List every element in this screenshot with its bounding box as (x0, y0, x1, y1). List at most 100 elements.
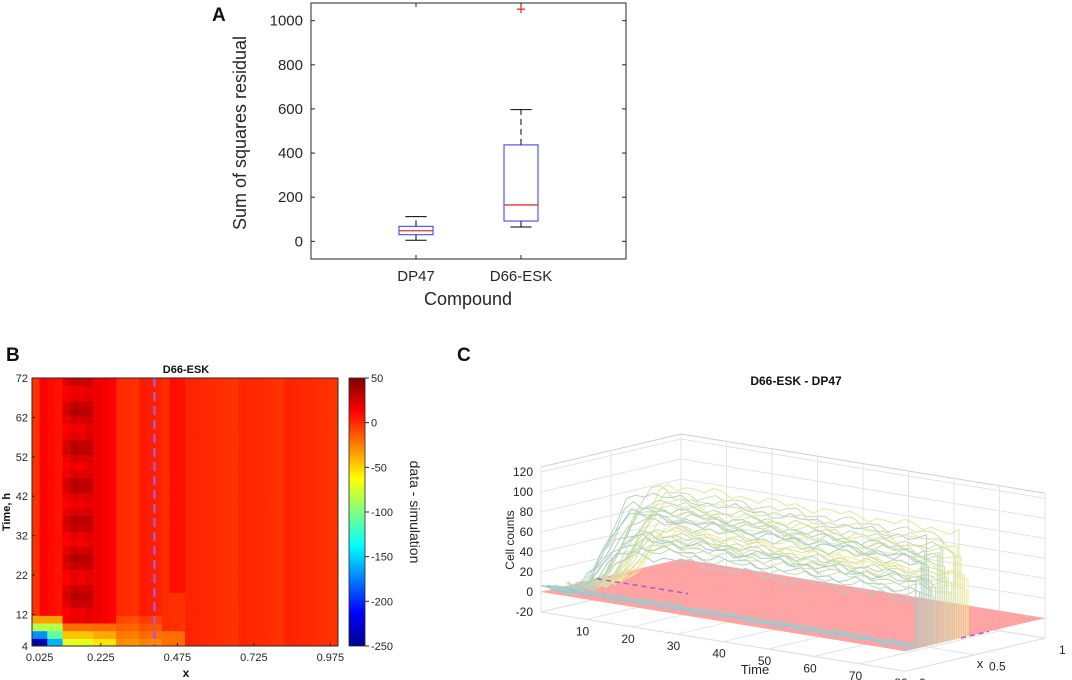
heatmap-cell (307, 569, 316, 578)
heatmap-cell (116, 469, 125, 479)
heatmap-cell (139, 469, 148, 479)
heatmap-cell (177, 546, 186, 555)
heatmap-cell (108, 400, 117, 410)
heatmap-cell (169, 584, 178, 593)
heatmap-cell (299, 515, 308, 524)
heatmap-cell (307, 577, 316, 586)
heatmap-cell (116, 584, 125, 593)
heatmap-cell (169, 569, 178, 578)
heatmap-cell (162, 462, 171, 471)
heatmap-cell (261, 538, 270, 547)
heatmap-cell (230, 492, 240, 502)
heatmap-cell (223, 454, 232, 463)
heatmap-cell (146, 378, 155, 387)
heatmap-cell (269, 561, 278, 570)
heatmap-cell (276, 462, 285, 471)
heatmap-cell (154, 378, 163, 387)
heatmap-cell (116, 638, 125, 646)
heatmap-cell (139, 492, 148, 502)
heatmap-cell (192, 393, 201, 402)
heatmap-cell (307, 400, 316, 410)
heatmap-cell (261, 454, 270, 463)
surface-z-tick-label: 60 (520, 525, 534, 539)
heatmap-cell (253, 592, 262, 601)
heatmap-cell (146, 385, 155, 394)
heatmap-cell (246, 431, 255, 440)
heatmap-cell (238, 469, 247, 479)
heatmap-cell (223, 630, 232, 639)
heatmap-cell (85, 515, 94, 524)
heatmap-cell (200, 462, 209, 471)
heatmap-cell (162, 577, 171, 586)
heatmap-cell (39, 462, 48, 471)
heatmap-cell (330, 592, 338, 601)
heatmap-cell (246, 423, 255, 433)
heatmap-cell (192, 400, 201, 410)
heatmap-cell (261, 630, 270, 639)
heatmap-cell (223, 546, 232, 555)
heatmap-cell (315, 561, 324, 570)
heatmap-cell (131, 400, 140, 410)
heatmap-cell (93, 385, 102, 394)
panel-label-c: C (457, 345, 471, 366)
heatmap-cell (315, 446, 324, 456)
heatmap-cell (185, 538, 194, 547)
heatmap-cell (322, 508, 331, 517)
heatmap-cell (70, 592, 79, 601)
heatmap-cell (192, 638, 201, 646)
heatmap-cell (261, 400, 270, 410)
heatmap-cell (47, 531, 56, 540)
heatmap-cell (253, 431, 262, 440)
heatmap-cell (246, 546, 255, 555)
heatmap-cell (276, 569, 285, 578)
heatmap-cell (330, 508, 338, 517)
heatmap-cell (177, 462, 186, 471)
heatmap-cell (299, 393, 308, 402)
heatmap-cell (100, 607, 109, 616)
heatmap-cell (292, 500, 301, 509)
heatmap-cell (39, 515, 48, 524)
heatmap-cell (93, 400, 102, 410)
heatmap-cell (284, 400, 293, 410)
heatmap-cell (177, 439, 186, 448)
heatmap-cell (100, 462, 109, 471)
surface-time-label: Time (741, 662, 769, 677)
heatmap-cell (62, 554, 71, 563)
heatmap-cell (100, 477, 109, 486)
heatmap-cell (131, 508, 140, 517)
surface-series-line (580, 511, 945, 586)
heatmap-cell (93, 515, 102, 524)
heatmap-cell (154, 508, 163, 517)
heatmap-cell (207, 607, 217, 616)
heatmap-cell (223, 623, 232, 632)
heatmap-cell (215, 477, 224, 486)
heatmap-cell (185, 638, 194, 646)
panel-label-a: A (212, 5, 226, 26)
heatmap-cells (32, 378, 338, 646)
heatmap-cell (200, 446, 209, 456)
heatmap-cell (85, 393, 94, 402)
heatmap-cell (261, 623, 270, 632)
heatmap-cell (100, 615, 109, 624)
heatmap-cell (261, 439, 270, 448)
heatmap-cell (70, 538, 79, 547)
heatmap-cell (330, 439, 338, 448)
heatmap-cell (299, 416, 308, 425)
heatmap-cell (253, 630, 262, 639)
heatmap-cell (215, 492, 224, 502)
heatmap-cell (93, 584, 102, 593)
heatmap-cell (39, 492, 48, 502)
heatmap-cell (284, 446, 293, 456)
heatmap-cell (230, 400, 240, 410)
heatmap-cell (93, 600, 102, 609)
heatmap-cell (169, 508, 178, 517)
colorbar-ticks: 500-50-100-150-200-250 (365, 373, 393, 653)
heatmap-cell (93, 569, 102, 578)
heatmap-cell (269, 523, 278, 532)
heatmap-cell (322, 577, 331, 586)
heatmap-cell (207, 454, 217, 463)
heatmap-cell (93, 607, 102, 616)
heatmap-cell (253, 508, 262, 517)
heatmap-cell (238, 416, 247, 425)
heatmap-cell (330, 469, 338, 479)
